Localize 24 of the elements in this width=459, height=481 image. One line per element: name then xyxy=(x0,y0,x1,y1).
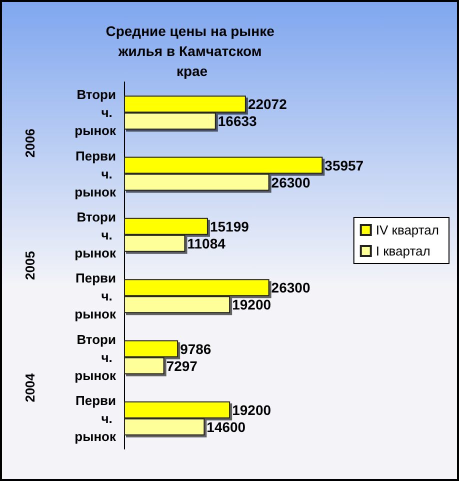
data-label: 35957 xyxy=(324,157,364,174)
data-label: 11084 xyxy=(187,235,226,252)
chart-title: Средние цены на рынке жилья в Камчатском крае xyxy=(106,23,278,79)
text: 2005 xyxy=(22,251,38,280)
legend-label: I квартал xyxy=(376,244,430,258)
y-tick-label: Вторич. рынок xyxy=(74,87,116,138)
data-label: 22072 xyxy=(248,96,288,112)
y-tick-label: Вторич. рынок xyxy=(74,332,116,383)
data-label: 19200 xyxy=(232,402,272,418)
data-label: 15199 xyxy=(210,218,250,234)
data-label: 14600 xyxy=(206,418,246,435)
data-label: 19200 xyxy=(232,296,272,313)
y-tick-label: Вторич. рынок xyxy=(74,209,116,260)
y-tick-label: Первич. рынок xyxy=(74,392,116,444)
data-label: 26300 xyxy=(271,174,310,190)
legend-label: IV квартал xyxy=(376,222,439,238)
data-label: 26300 xyxy=(271,280,310,296)
text: 2006 xyxy=(22,128,38,158)
data-label: 7297 xyxy=(166,358,198,374)
data-label: 9786 xyxy=(180,340,212,357)
y-tick-label: Первич. рынок xyxy=(74,148,116,200)
data-label: 16633 xyxy=(218,113,258,130)
text: 2004 xyxy=(22,372,38,402)
y-tick-label: Первич. рынок xyxy=(74,270,116,322)
